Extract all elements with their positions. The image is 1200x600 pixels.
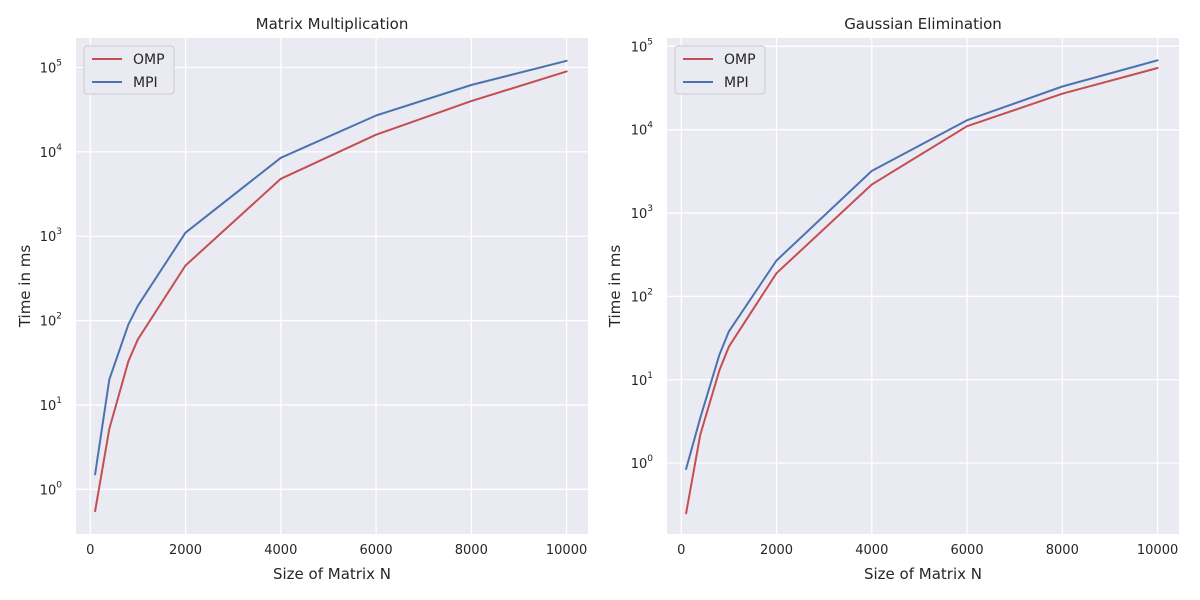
y-tick-label: 101 [40, 396, 62, 414]
x-tick-label: 8000 [455, 543, 488, 558]
y-tick-label: 103 [631, 204, 653, 222]
y-axis-label: Time in ms [606, 245, 624, 329]
x-axis-label: Size of Matrix N [864, 565, 982, 583]
y-tick-label: 105 [40, 59, 62, 77]
y-tick-label: 102 [40, 312, 62, 330]
x-tick-label: 0 [677, 543, 685, 558]
legend-label-mpi: MPI [724, 75, 749, 91]
x-tick-label: 6000 [360, 543, 393, 558]
y-tick-label: 105 [631, 37, 653, 55]
x-tick-label: 8000 [1046, 543, 1079, 558]
y-tick-label: 104 [631, 121, 654, 139]
plot-area [667, 38, 1179, 534]
x-tick-label: 4000 [855, 543, 888, 558]
plot-area [76, 38, 588, 534]
chart-panel-matrix-multiplication: 0 2000 4000 6000 8000 10000 100 101 102 103 104 105… [16, 15, 588, 583]
x-tick-label: 10000 [1137, 543, 1178, 558]
legend-label-omp: OMP [133, 52, 165, 68]
series-line-omp [685, 67, 1159, 515]
legend-label-mpi: MPI [133, 75, 158, 91]
x-tick-label: 2000 [169, 543, 202, 558]
series-line-mpi [94, 59, 568, 476]
y-tick-label: 103 [40, 227, 62, 245]
x-tick-label: 10000 [546, 543, 587, 558]
y-tick-label: 104 [40, 143, 63, 161]
y-tick-label: 101 [631, 371, 653, 389]
legend: OMP MPI [674, 45, 766, 95]
x-tick-label: 2000 [760, 543, 793, 558]
chart-title: Matrix Multiplication [256, 15, 409, 33]
series-line-omp [94, 70, 568, 513]
y-axis-label: Time in ms [16, 245, 34, 329]
y-tick-label: 102 [631, 287, 653, 305]
x-tick-label: 4000 [264, 543, 297, 558]
y-tick-label: 100 [40, 480, 63, 498]
x-tick-label: 0 [86, 543, 94, 558]
chart-panel-gaussian-elimination: 0 2000 4000 6000 8000 10000 100 101 102 103 104 105… [606, 15, 1179, 583]
legend: OMP MPI [83, 45, 175, 95]
chart-title: Gaussian Elimination [844, 15, 1002, 33]
y-tick-label: 100 [631, 454, 654, 472]
x-tick-label: 6000 [951, 543, 984, 558]
x-axis-label: Size of Matrix N [273, 565, 391, 583]
legend-label-omp: OMP [724, 52, 756, 68]
series-line-mpi [685, 59, 1159, 470]
